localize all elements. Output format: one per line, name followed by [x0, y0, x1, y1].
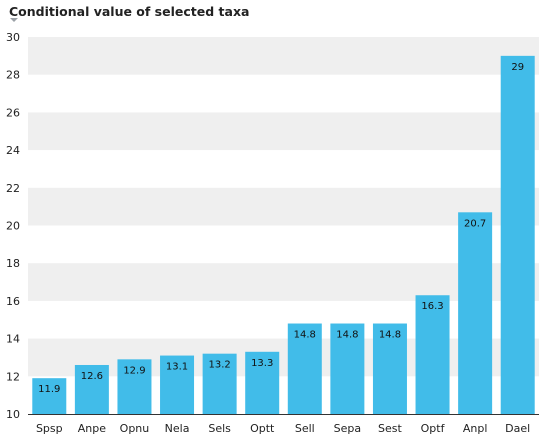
x-tick-label: Opnu	[120, 422, 150, 435]
x-tick-label: Spsp	[36, 422, 63, 435]
bar[interactable]	[32, 378, 67, 414]
y-tick-label: 26	[6, 106, 20, 119]
y-tick-label: 16	[6, 295, 20, 308]
data-label: 16.3	[421, 301, 443, 312]
x-tick-label: Anpl	[463, 422, 488, 435]
bar[interactable]	[160, 355, 195, 414]
data-label: 13.3	[251, 358, 273, 369]
data-label: 29	[511, 62, 524, 73]
chart-title: Conditional value of selected taxa	[9, 4, 250, 19]
grid-band	[28, 187, 539, 226]
chevron-down-icon[interactable]	[10, 18, 18, 22]
bar[interactable]	[458, 212, 493, 414]
bar[interactable]	[74, 364, 109, 414]
y-tick-label: 20	[6, 220, 20, 233]
y-tick-label: 12	[6, 370, 20, 383]
y-tick-label: 24	[6, 144, 20, 157]
grid-band	[28, 263, 539, 301]
x-tick-label: Optt	[250, 422, 275, 435]
y-tick-label: 14	[6, 333, 20, 346]
data-label: 12.9	[123, 365, 145, 376]
x-tick-label: Optf	[421, 422, 446, 435]
bar[interactable]	[287, 323, 322, 414]
x-tick-label: Sest	[378, 422, 402, 435]
x-tick-label: Anpe	[78, 422, 106, 435]
x-tick-label: Sell	[295, 422, 315, 435]
data-label: 11.9	[38, 384, 60, 395]
data-label: 13.2	[208, 360, 230, 371]
y-tick-label: 18	[6, 257, 20, 270]
data-label: 13.1	[166, 362, 188, 373]
y-tick-label: 30	[6, 31, 20, 44]
data-label: 14.8	[379, 330, 401, 341]
x-tick-label: Dael	[505, 422, 530, 435]
bar[interactable]	[372, 323, 407, 414]
bar[interactable]	[330, 323, 365, 414]
y-tick-label: 22	[6, 182, 20, 195]
data-label: 14.8	[336, 330, 358, 341]
bar[interactable]	[117, 359, 152, 414]
data-label: 14.8	[294, 330, 316, 341]
grid-band	[28, 37, 539, 75]
x-tick-label: Sepa	[334, 422, 361, 435]
x-tick-label: Nela	[165, 422, 190, 435]
bar[interactable]	[245, 351, 280, 414]
y-tick-label: 10	[6, 408, 20, 421]
grid-band	[28, 338, 539, 377]
bar[interactable]	[500, 55, 535, 414]
data-label: 12.6	[81, 371, 103, 382]
grid-band	[28, 112, 539, 151]
y-tick-label: 28	[6, 69, 20, 82]
bar[interactable]	[202, 353, 237, 414]
data-label: 20.7	[464, 218, 486, 229]
bar[interactable]	[415, 295, 450, 414]
x-tick-label: Sels	[208, 422, 231, 435]
